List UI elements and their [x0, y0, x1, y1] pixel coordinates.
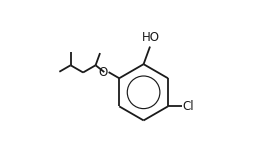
Text: Cl: Cl: [182, 100, 194, 113]
Text: HO: HO: [142, 31, 160, 44]
Text: O: O: [99, 66, 108, 79]
